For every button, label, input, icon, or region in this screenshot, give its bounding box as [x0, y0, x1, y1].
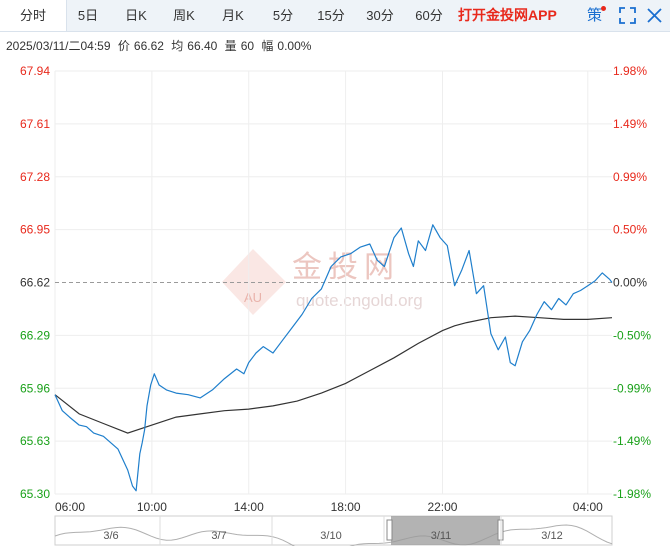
pct-tick-label: -0.99% [613, 381, 651, 395]
strategy-button[interactable]: 策 [587, 7, 603, 24]
price-label: 价 [117, 39, 130, 53]
y-tick-label: 67.28 [20, 170, 50, 184]
navigator-selection [391, 516, 500, 545]
tab-monthly-k[interactable]: 月K [222, 8, 244, 23]
notification-dot [601, 6, 606, 11]
x-tick-label: 14:00 [234, 500, 264, 514]
open-app-link[interactable]: 打开金投网APP [458, 7, 557, 23]
pct-tick-label: 1.49% [613, 117, 647, 131]
navigator-series [54, 524, 613, 546]
x-tick-label: 22:00 [427, 500, 457, 514]
navigator-date-label: 3/11 [431, 530, 452, 542]
volume-value: 60 [240, 39, 255, 53]
tab-daily-k[interactable]: 日K [125, 8, 147, 23]
y-tick-label: 66.29 [20, 328, 50, 342]
pct-tick-label: 1.98% [613, 64, 647, 78]
y-tick-label: 66.95 [20, 223, 50, 237]
price-value: 66.62 [133, 39, 164, 53]
tab-intraday[interactable]: 分时 [0, 0, 67, 31]
navigator-frame [54, 515, 613, 546]
x-tick-label: 10:00 [137, 500, 167, 514]
pct-tick-label: -0.50% [613, 328, 651, 342]
x-tick-label: 04:00 [573, 500, 603, 514]
watermark-badge: AU [244, 290, 262, 305]
tab-5-min[interactable]: 5分 [272, 8, 294, 23]
tab-weekly-k[interactable]: 周K [173, 8, 195, 23]
y-tick-label: 66.62 [20, 276, 50, 290]
y-tick-label: 65.30 [20, 487, 50, 501]
tab-30-min[interactable]: 30分 [366, 8, 394, 23]
pct-tick-label: -1.98% [613, 487, 651, 501]
quote-info-bar: 2025/03/11/二04:59 价 66.62 均 66.40 量 60 幅 0.0… [6, 37, 315, 54]
pct-tick-label: 0.99% [613, 170, 647, 184]
quote-datetime: 2025/03/11/二04:59 [6, 39, 111, 53]
fullscreen-icon[interactable] [619, 7, 636, 24]
tab-15-min[interactable]: 15分 [317, 8, 345, 23]
avg-price-line [54, 315, 613, 434]
pct-tick-label: 0.00% [613, 276, 647, 290]
avg-label: 均 [171, 39, 184, 53]
watermark-url: quote.cngold.org [296, 291, 423, 310]
navigator-date-label: 3/7 [211, 530, 226, 542]
close-icon[interactable] [646, 7, 663, 24]
navigator-date-label: 3/10 [320, 530, 341, 542]
price-line [54, 224, 613, 492]
change-label: 幅 [261, 39, 274, 53]
period-tab-bar: 分时 5日 日K 周K 月K 5分 15分 30分 60分 打开金投网APP 策 [0, 0, 670, 32]
x-tick-label: 18:00 [331, 500, 361, 514]
navigator-date-label: 3/6 [103, 530, 118, 542]
y-tick-label: 65.63 [20, 434, 50, 448]
navigator-handle-left [386, 519, 393, 541]
change-value: 0.00% [277, 39, 312, 53]
y-tick-label: 65.96 [20, 381, 50, 395]
volume-label: 量 [224, 39, 237, 53]
y-tick-label: 67.61 [20, 117, 50, 131]
tab-60-min[interactable]: 60分 [415, 8, 443, 23]
navigator-date-label: 3/12 [541, 530, 562, 542]
pct-tick-label: -1.49% [613, 434, 651, 448]
y-tick-label: 67.94 [20, 64, 50, 78]
pct-tick-label: 0.50% [613, 223, 647, 237]
avg-value: 66.40 [187, 39, 218, 53]
tab-5-day[interactable]: 5日 [77, 8, 99, 23]
x-tick-label: 06:00 [55, 500, 85, 514]
